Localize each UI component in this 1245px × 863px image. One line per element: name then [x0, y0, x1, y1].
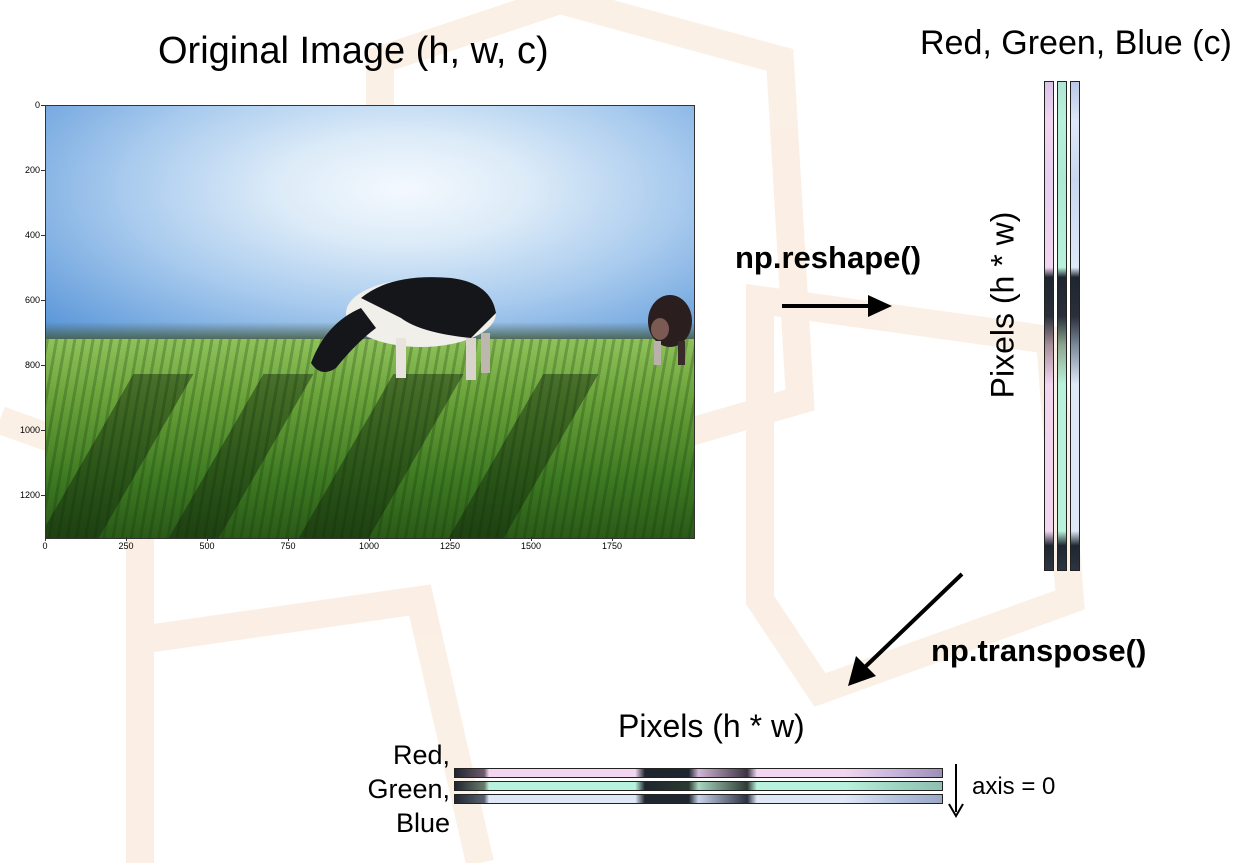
y-tick-mark: [41, 300, 45, 301]
red-row-label: Red,: [392, 740, 450, 770]
x-tick-mark: [288, 537, 289, 541]
original-image-plot: [45, 105, 695, 539]
x-tick-mark: [126, 537, 127, 541]
x-tick-label: 1000: [358, 541, 380, 551]
x-tick-mark: [369, 537, 370, 541]
x-tick-mark: [450, 537, 451, 541]
x-tick-label: 0: [42, 541, 48, 551]
y-tick-mark: [41, 170, 45, 171]
axis-arrow: [948, 764, 964, 818]
x-tick-label: 1250: [439, 541, 461, 551]
y-tick-label: 400: [24, 230, 40, 240]
blue-channel-vertical-bar: [1070, 81, 1080, 571]
axis-label: axis = 0: [972, 773, 1056, 800]
blue-channel-horizontal-bar: [454, 794, 943, 804]
y-tick-label: 200: [24, 165, 40, 175]
x-tick-label: 1500: [520, 541, 542, 551]
x-tick-label: 250: [118, 541, 134, 551]
grass-region: [46, 339, 694, 538]
x-tick-mark: [207, 537, 208, 541]
green-channel-horizontal-bar: [454, 781, 943, 791]
transpose-label: np.transpose(): [931, 633, 1147, 668]
y-tick-label: 1000: [19, 425, 40, 435]
y-tick-mark: [41, 105, 45, 106]
y-tick-mark: [41, 365, 45, 366]
x-tick-mark: [531, 537, 532, 541]
original-image-title: Original Image (h, w, c): [158, 30, 549, 72]
reshape-label: np.reshape(): [735, 240, 922, 275]
y-tick-mark: [41, 430, 45, 431]
y-tick-mark: [41, 235, 45, 236]
transpose-arrow: [848, 572, 964, 686]
x-tick-label: 1750: [601, 541, 623, 551]
red-channel-horizontal-bar: [454, 768, 943, 778]
channels-title: Red, Green, Blue (c): [920, 24, 1232, 62]
cow-figure: [311, 277, 496, 380]
rgb-row-labels: Red, Green, Blue: [340, 738, 450, 840]
red-channel-vertical-bar: [1044, 81, 1054, 571]
pixels-vertical-label: Pixels (h * w): [984, 211, 1021, 399]
y-tick-label: 1200: [19, 490, 40, 500]
y-tick-label: 600: [24, 295, 40, 305]
green-channel-vertical-bar: [1057, 81, 1067, 571]
x-tick-mark: [612, 537, 613, 541]
y-tick-label: 800: [24, 360, 40, 370]
y-tick-mark: [41, 495, 45, 496]
green-row-label: Green,: [367, 774, 450, 804]
reshape-arrow: [782, 295, 892, 317]
y-tick-label: 0: [34, 100, 40, 110]
blue-row-label: Blue: [395, 808, 450, 838]
x-tick-label: 750: [280, 541, 296, 551]
second-cow-figure: [648, 295, 692, 365]
x-tick-label: 500: [199, 541, 215, 551]
pixels-horizontal-label: Pixels (h * w): [618, 708, 805, 744]
x-tick-mark: [45, 537, 46, 541]
